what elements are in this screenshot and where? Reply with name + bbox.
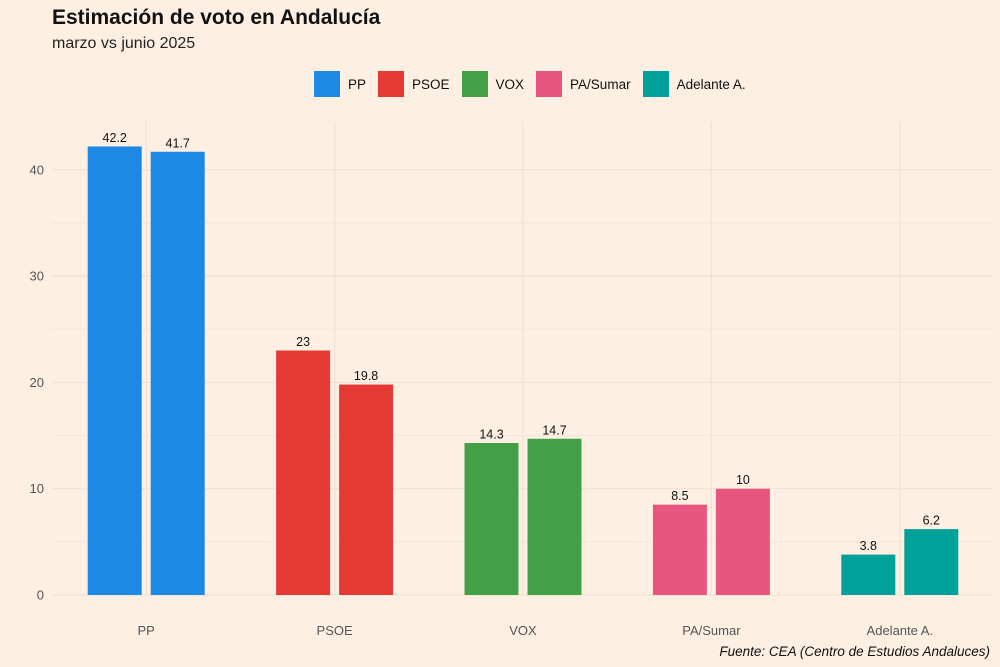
source-note: Fuente: CEA (Centro de Estudios Andaluce… (719, 644, 990, 659)
legend-swatch-vox (461, 71, 488, 97)
value-label-pa-sumar-junio: 10 (736, 473, 750, 487)
value-label-adelante-a-marzo: 3.8 (860, 539, 877, 553)
y-tick-label: 40 (30, 162, 44, 177)
legend-swatch-psoe (378, 71, 405, 97)
legend-item-vox: VOX (461, 71, 525, 97)
x-tick-label-adelante-a: Adelante A. (867, 623, 934, 638)
legend-label-adelante: Adelante A. (676, 76, 746, 92)
legend-label-vox: VOX (495, 76, 525, 92)
bar-psoe-junio (339, 384, 394, 595)
chart-title: Estimación de voto en Andalucía (52, 6, 381, 29)
bar-vox-junio (527, 438, 582, 595)
y-tick-label: 30 (30, 269, 44, 284)
bar-adelante-a-marzo (841, 554, 896, 595)
x-tick-label-vox: VOX (509, 623, 537, 638)
legend-label-psoe: PSOE (412, 76, 450, 92)
value-label-vox-marzo: 14.3 (479, 428, 503, 442)
value-label-psoe-marzo: 23 (296, 335, 310, 349)
legend-swatch-pa-sumar (536, 71, 563, 97)
value-label-psoe-junio: 19.8 (354, 369, 378, 383)
bar-vox-marzo (464, 443, 519, 595)
y-tick-label: 20 (30, 375, 44, 390)
bar-pp-junio (150, 151, 205, 596)
legend-label-pa-sumar: PA/Sumar (570, 76, 631, 92)
bar-pa-sumar-junio (715, 488, 770, 595)
legend-item-adelante: Adelante A. (642, 71, 746, 97)
y-tick-label: 0 (37, 588, 44, 603)
bar-psoe-marzo (276, 350, 331, 595)
legend: PP PSOE VOX PA/Sumar Adelante A. (314, 71, 758, 97)
x-tick-label-pp: PP (138, 623, 155, 638)
legend-swatch-pp (314, 71, 340, 97)
y-tick-label: 10 (30, 481, 44, 496)
x-tick-label-pa-sumar: PA/Sumar (682, 623, 741, 638)
legend-item-pa-sumar: PA/Sumar (536, 71, 631, 97)
bar-pa-sumar-marzo (652, 504, 707, 595)
value-label-pp-junio: 41.7 (166, 136, 190, 150)
bar-adelante-a-junio (904, 529, 959, 595)
value-label-pp-marzo: 42.2 (103, 131, 127, 145)
value-label-vox-junio: 14.7 (542, 423, 566, 437)
bar-pp-marzo (87, 146, 142, 595)
value-label-pa-sumar-marzo: 8.5 (671, 489, 688, 503)
chart-subtitle: marzo vs junio 2025 (52, 35, 196, 52)
legend-swatch-adelante (642, 71, 669, 97)
legend-item-psoe: PSOE (378, 71, 450, 97)
legend-label-pp: PP (348, 76, 367, 92)
legend-item-pp: PP (314, 71, 366, 97)
x-tick-label-psoe: PSOE (317, 623, 353, 638)
value-label-adelante-a-junio: 6.2 (923, 514, 940, 528)
